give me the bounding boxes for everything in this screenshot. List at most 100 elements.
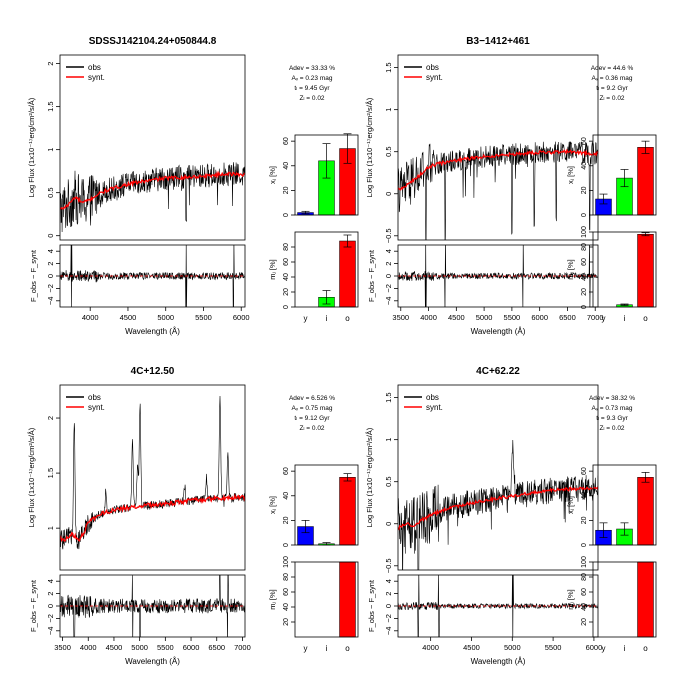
xj-y-tick-label: 40 — [581, 492, 588, 500]
residual-y-tick-label: 4 — [384, 249, 393, 253]
x-tick-label: 4000 — [422, 643, 439, 652]
y-tick-label: 1.5 — [46, 101, 55, 111]
spectrum-axes-frame — [59, 384, 246, 571]
x-tick-label: 6000 — [233, 313, 250, 322]
xj-axis-label: xⱼ [%] — [566, 166, 575, 184]
x-tick-label: 6000 — [586, 643, 603, 652]
spectrum-axes-frame — [397, 384, 599, 571]
population-category-label: o — [345, 644, 350, 653]
xj-y-tick-label: 60 — [581, 467, 588, 475]
residual-axis-label: F_obs − F_synt — [367, 249, 376, 302]
x-tick-label: 5000 — [476, 313, 493, 322]
mj-axes-frame — [294, 561, 359, 638]
residual-axis-label: F_obs − F_synt — [29, 249, 38, 302]
mj-bar — [339, 240, 356, 308]
x-tick-label: 4500 — [448, 313, 465, 322]
xj-y-tick-label: 40 — [283, 162, 290, 170]
residual-y-tick-label: −2 — [384, 284, 393, 293]
mj-axis-label: mⱼ [%] — [566, 589, 575, 609]
mj-y-tick-label: 100 — [283, 556, 290, 568]
observed-spectrum-line — [398, 439, 598, 570]
xj-y-tick-label: 40 — [581, 162, 588, 170]
mj-y-tick-label: 80 — [283, 573, 290, 581]
xj-y-tick-label: 0 — [283, 543, 290, 547]
mj-y-tick-label: 0 — [581, 305, 588, 309]
residual-axis-label: F_obs − F_synt — [367, 579, 376, 632]
mj-bar — [637, 561, 654, 638]
y-tick-label: 0.5 — [384, 146, 393, 156]
legend-synt-label: synt. — [88, 403, 105, 412]
residual-y-tick-label: −2 — [46, 284, 55, 293]
xj-y-tick-label: 60 — [283, 137, 290, 145]
legend-synt-label: synt. — [88, 73, 105, 82]
y-axis-label: Log Flux (1x10⁻¹⁷erg/cm²/s/Å) — [365, 97, 374, 197]
y-tick-label: 1 — [384, 438, 393, 442]
fit-stat-line: tₗ = 9.45 Gyr — [294, 85, 330, 92]
x-axis-label: Wavelength (Å) — [125, 657, 180, 666]
x-tick-label: 5000 — [504, 643, 521, 652]
xj-bar — [637, 147, 654, 216]
legend-obs-label: obs — [426, 393, 439, 402]
fit-stat-line: Zₗ = 0.02 — [599, 95, 624, 102]
legend-obs-label: obs — [426, 63, 439, 72]
population-category-label: o — [643, 644, 648, 653]
population-category-label: o — [643, 314, 648, 323]
y-tick-label: 0 — [384, 192, 393, 196]
residual-y-tick-label: −4 — [46, 297, 55, 306]
residual-y-tick-label: −4 — [384, 627, 393, 636]
residual-line — [60, 245, 245, 307]
residual-y-tick-label: 2 — [384, 592, 393, 596]
x-tick-label: 6000 — [183, 643, 200, 652]
xj-y-tick-label: 0 — [283, 213, 290, 217]
y-tick-label: 1.5 — [384, 392, 393, 402]
residual-y-tick-label: 0 — [46, 604, 55, 608]
mj-axis-label: mⱼ [%] — [268, 259, 277, 279]
x-axis-label: Wavelength (Å) — [125, 327, 180, 336]
mj-y-tick-label: 100 — [581, 556, 588, 568]
xj-axis-label: xⱼ [%] — [268, 496, 277, 514]
fit-stat-line: tₗ = 9.12 Gyr — [294, 415, 330, 422]
x-tick-label: 5500 — [195, 313, 212, 322]
spectrum-panel: 4C+12.50 1 1.5 2 Log Flux (1x10⁻¹⁷erg/cm²/s/… — [27, 366, 359, 666]
population-category-label: y — [304, 314, 308, 323]
xj-axes-frame — [592, 464, 657, 546]
fit-stat-line: Aᵥ = 0.73 mag — [592, 405, 633, 412]
x-tick-label: 3500 — [54, 643, 71, 652]
residual-y-tick-label: 0 — [46, 274, 55, 278]
mj-axes-frame — [592, 561, 657, 638]
residual-y-tick-label: 0 — [384, 274, 393, 278]
mj-y-tick-label: 80 — [283, 243, 290, 251]
xj-y-tick-label: 20 — [283, 186, 290, 194]
xj-y-tick-label: 0 — [581, 213, 588, 217]
y-axis-label: Log Flux (1x10⁻¹⁷erg/cm²/s/Å) — [27, 97, 36, 197]
panel-title: SDSSJ142104.24+050844.8 — [89, 36, 217, 47]
mj-axes-frame — [592, 231, 657, 308]
mj-y-tick-label: 0 — [283, 305, 290, 309]
spectrum-axes-frame — [397, 54, 599, 241]
xj-axes-frame — [294, 134, 359, 216]
legend-synt-label: synt. — [426, 73, 443, 82]
population-category-label: i — [326, 314, 328, 323]
xj-y-tick-label: 60 — [283, 467, 290, 475]
y-tick-label: 2 — [46, 62, 55, 66]
y-tick-label: 1.5 — [46, 468, 55, 478]
xj-axes-frame — [294, 464, 359, 546]
synthetic-spectrum-line — [398, 148, 598, 191]
x-axis-label: Wavelength (Å) — [471, 327, 526, 336]
xj-axis-label: xⱼ [%] — [566, 496, 575, 514]
x-tick-label: 4000 — [80, 643, 97, 652]
fit-stat-line: Zₗ = 0.02 — [299, 425, 324, 432]
mj-y-tick-label: 20 — [581, 288, 588, 296]
observed-spectrum-line — [398, 141, 598, 240]
x-tick-label: 4500 — [106, 643, 123, 652]
mj-axis-label: mⱼ [%] — [566, 259, 575, 279]
residual-line — [60, 575, 245, 637]
y-tick-label: −0.5 — [384, 228, 393, 243]
synthetic-spectrum-line — [60, 170, 245, 211]
residual-y-tick-label: −2 — [384, 614, 393, 623]
residual-y-tick-label: 2 — [384, 262, 393, 266]
